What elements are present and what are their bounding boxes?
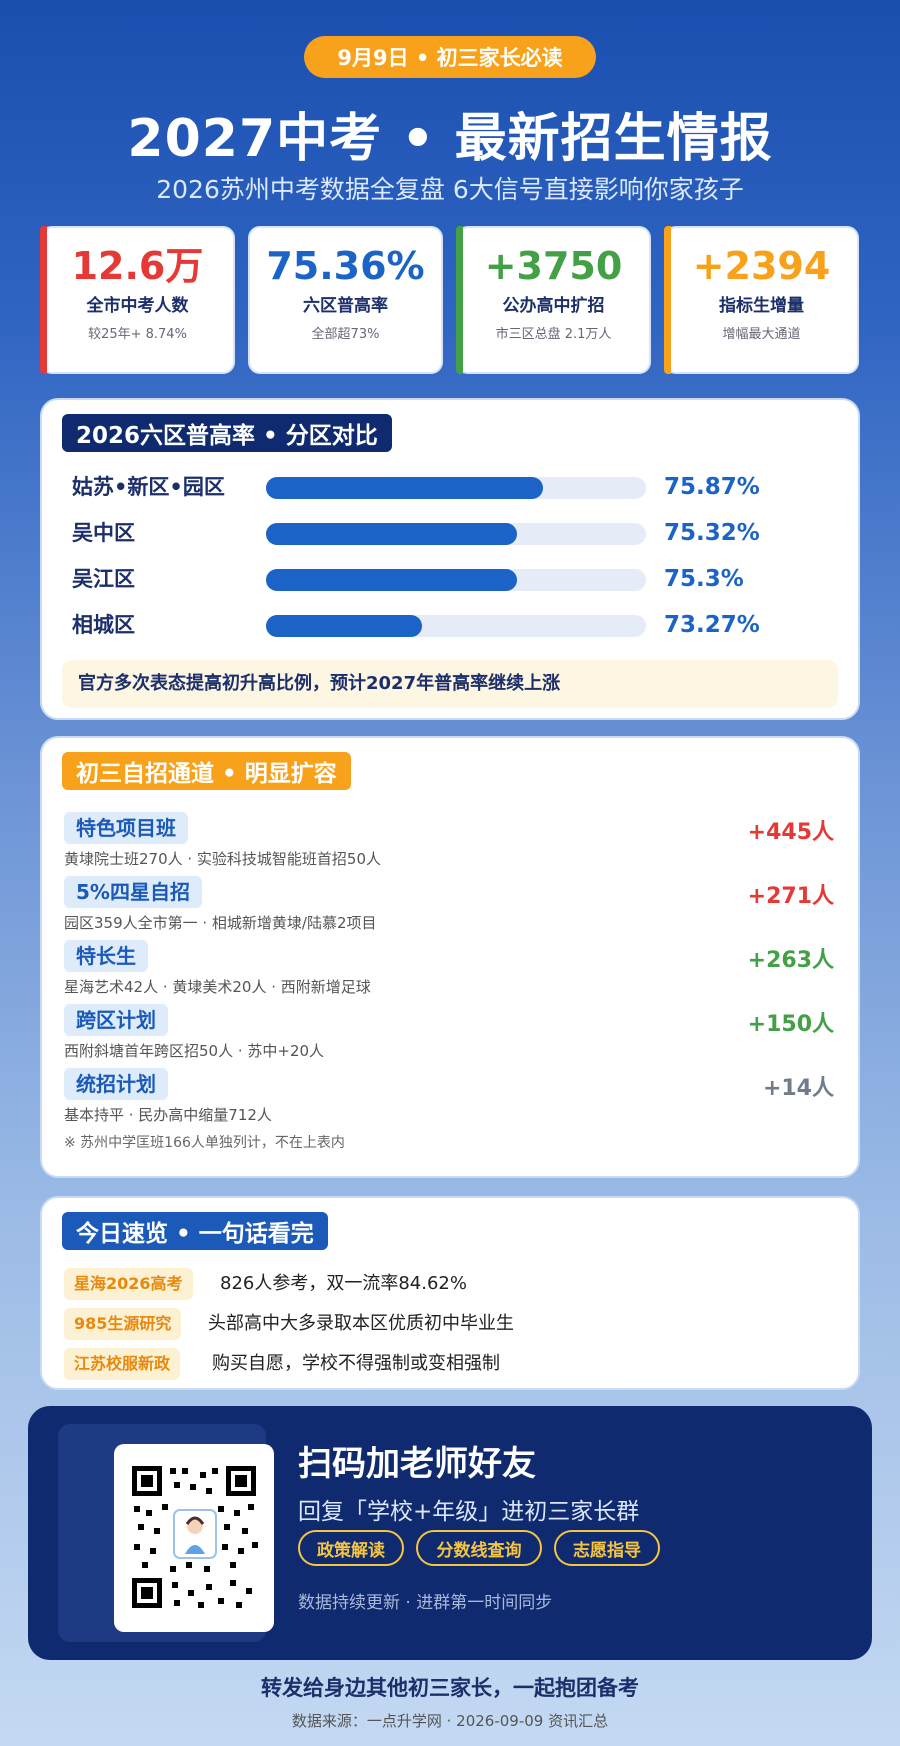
channel-row: 跨区计划 西附斜塘首年跨区招50人 · 苏中+20人 +150人 [64, 1004, 834, 1062]
channel-desc: 基本持平 · 民办高中缩量712人 [64, 1106, 272, 1124]
qr-code[interactable] [114, 1444, 274, 1632]
channel-value: +271人 [747, 884, 834, 909]
pill-guide: 志愿指导 [554, 1530, 660, 1566]
stat-note: 全部超73% [311, 327, 380, 342]
rate-fill [266, 615, 422, 637]
channel-value: +14人 [762, 1076, 834, 1101]
rate-track [266, 569, 646, 591]
rate-value: 75.3% [664, 566, 744, 592]
source-text: 数据来源：一点升学网 · 2026-09-09 资讯汇总 [291, 1712, 609, 1730]
channel-name: 跨区计划 [64, 1004, 168, 1036]
channel-desc: 黄埭院士班270人 · 实验科技城智能班首招50人 [64, 850, 382, 868]
stat-value: +2394 [692, 244, 831, 288]
channel-name: 统招计划 [64, 1068, 168, 1100]
share-text: 转发给身边其他初三家长，一起抱团备考 [261, 1676, 639, 1700]
stat-note: 较25年+ 8.74% [88, 327, 187, 342]
pill-score: 分数线查询 [416, 1530, 542, 1566]
qr-title: 扫码加老师好友 [298, 1444, 536, 1484]
rates-note: 官方多次表态提高初升高比例，预计2027年普高率继续上涨 [62, 660, 838, 708]
channels-card-tag: 初三自招通道 • 明显扩容 [62, 752, 351, 790]
qr-subtitle: 回复「学校+年级」进初三家长群 [298, 1499, 640, 1525]
rate-fill [266, 523, 517, 545]
stat-card-expansion: +3750 公办高中扩招 市三区总盘 2.1万人 [456, 226, 651, 374]
rate-track [266, 615, 646, 637]
quick-tag: 江苏校服新政 [64, 1348, 181, 1380]
rate-fill [266, 477, 544, 499]
quick-card: 今日速览 • 一句话看完 星海2026高考 826人参考，双一流率84.62% … [40, 1196, 860, 1390]
rate-district: 吴江区 [72, 567, 135, 591]
qr-code-icon [132, 1466, 258, 1608]
rates-card-tag: 2026六区普高率 • 分区对比 [62, 414, 392, 452]
qr-frame [58, 1424, 274, 1642]
stat-note: 市三区总盘 2.1万人 [495, 327, 612, 342]
channel-row: 统招计划 基本持平 · 民办高中缩量712人 +14人 [64, 1068, 834, 1126]
rates-card: 2026六区普高率 • 分区对比 姑苏•新区•园区 75.87% 吴中区 75.… [40, 398, 860, 720]
stat-accent [456, 226, 463, 374]
rate-value: 75.32% [664, 520, 760, 546]
channel-value: +445人 [747, 820, 834, 845]
rate-value: 73.27% [664, 612, 760, 638]
rate-district: 姑苏•新区•园区 [72, 475, 225, 499]
rate-row: 吴中区 75.32% [72, 518, 832, 548]
quick-card-tag: 今日速览 • 一句话看完 [62, 1212, 328, 1250]
rate-row: 相城区 73.27% [72, 610, 832, 640]
pill-policy: 政策解读 [298, 1530, 404, 1566]
stat-value: 12.6万 [71, 244, 204, 288]
quick-text: 购买自愿，学校不得强制或变相强制 [212, 1353, 500, 1374]
stat-label: 全市中考人数 [86, 296, 189, 316]
channel-row: 5%四星自招 园区359人全市第一 · 相城新增黄埭/陆慕2项目 +271人 [64, 876, 834, 934]
rate-district: 相城区 [72, 613, 135, 637]
channels-card: 初三自招通道 • 明显扩容 特色项目班 黄埭院士班270人 · 实验科技城智能班… [40, 736, 860, 1178]
page-subtitle: 2026苏州中考数据全复盘 6大信号直接影响你家孩子 [156, 175, 744, 204]
stat-accent [664, 226, 671, 374]
rate-fill [266, 569, 517, 591]
quick-tag: 985生源研究 [64, 1308, 182, 1340]
channel-row: 特长生 星海艺术42人 · 黄埭美术20人 · 西附新增足球 +263人 [64, 940, 834, 998]
stat-card-total: 12.6万 全市中考人数 较25年+ 8.74% [40, 226, 235, 374]
quick-text: 头部高中大多录取本区优质初中毕业生 [208, 1313, 514, 1334]
channel-value: +263人 [747, 948, 834, 973]
stat-card-rate: 75.36% 六区普高率 全部超73% [248, 226, 443, 374]
channel-name: 特色项目班 [64, 812, 188, 844]
stat-value: +3750 [484, 244, 623, 288]
rate-track [266, 477, 646, 499]
stat-value: 75.36% [266, 244, 425, 288]
stats-row: 12.6万 全市中考人数 较25年+ 8.74% 75.36% 六区普高率 全部… [40, 226, 860, 374]
channels-footnote: ※ 苏州中学匡班166人单独列计，不在上表内 [64, 1135, 345, 1151]
channel-row: 特色项目班 黄埭院士班270人 · 实验科技城智能班首招50人 +445人 [64, 812, 834, 870]
rate-row: 吴江区 75.3% [72, 564, 832, 594]
qr-card: 扫码加老师好友 回复「学校+年级」进初三家长群 政策解读 分数线查询 志愿指导 … [28, 1406, 872, 1660]
rate-value: 75.87% [664, 474, 760, 500]
qr-footer: 数据持续更新 · 进群第一时间同步 [298, 1593, 553, 1613]
channel-desc: 园区359人全市第一 · 相城新增黄埭/陆慕2项目 [64, 914, 377, 932]
page-title: 2027中考 • 最新招生情报 [127, 109, 773, 169]
stat-note: 增幅最大通道 [722, 327, 801, 342]
channel-name: 5%四星自招 [64, 876, 202, 908]
quick-tag: 星海2026高考 [64, 1268, 193, 1300]
channel-desc: 星海艺术42人 · 黄埭美术20人 · 西附新增足球 [64, 978, 371, 996]
channel-value: +150人 [747, 1012, 834, 1037]
quick-text: 826人参考，双一流率84.62% [220, 1273, 467, 1294]
rate-row: 姑苏•新区•园区 75.87% [72, 472, 832, 502]
rate-district: 吴中区 [72, 521, 135, 545]
stat-card-quota: +2394 指标生增量 增幅最大通道 [664, 226, 859, 374]
stat-label: 六区普高率 [303, 296, 388, 316]
channel-desc: 西附斜塘首年跨区招50人 · 苏中+20人 [64, 1042, 325, 1060]
stat-label: 指标生增量 [719, 296, 804, 316]
stat-accent [40, 226, 47, 374]
stat-label: 公办高中扩招 [502, 296, 605, 316]
channel-name: 特长生 [64, 940, 148, 972]
rate-track [266, 523, 646, 545]
date-badge: 9月9日 • 初三家长必读 [304, 36, 596, 78]
